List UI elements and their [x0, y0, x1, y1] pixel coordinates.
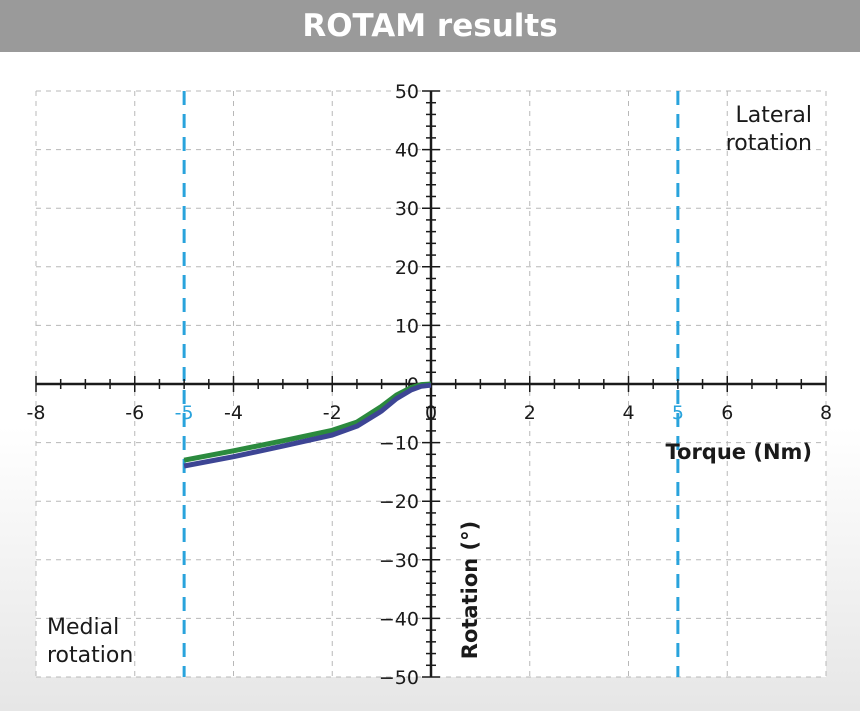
y-tick-label: 50 [395, 81, 419, 103]
x-tick-label: 8 [820, 402, 832, 424]
y-tick-label: −30 [379, 550, 419, 572]
y-tick-label: −10 [379, 433, 419, 455]
annotation-lateral-rotation: Lateral [735, 103, 812, 128]
x-tick-label: 2 [524, 402, 536, 424]
y-tick-label: 40 [395, 140, 419, 162]
y-tick-label: 20 [395, 257, 419, 279]
x-tick-label: 4 [622, 402, 634, 424]
chart-title: ROTAM results [302, 8, 558, 44]
reference-line-label: -5 [175, 402, 194, 424]
x-tick-label: -6 [125, 402, 144, 424]
x-tick-label: 0 [425, 402, 437, 424]
y-tick-label: −20 [379, 491, 419, 513]
y-tick-label: −40 [379, 608, 419, 630]
y-axis-title: Rotation (°) [458, 521, 482, 659]
x-tick-label: -4 [224, 402, 243, 424]
reference-line-label: 5 [672, 402, 684, 424]
y-tick-label: 30 [395, 198, 419, 220]
x-tick-label: -2 [323, 402, 342, 424]
annotation-lateral-rotation: rotation [726, 131, 812, 156]
y-tick-label: −50 [379, 667, 419, 689]
series-line [183, 382, 432, 469]
annotation-medial-rotation: rotation [47, 643, 133, 668]
x-tick-label: -8 [27, 402, 46, 424]
y-tick-label: 10 [395, 315, 419, 337]
title-bar: ROTAM results [0, 0, 860, 52]
x-axis-title: Torque (Nm) [665, 440, 812, 464]
x-tick-label: 6 [721, 402, 733, 424]
annotation-medial-rotation: Medial [47, 615, 119, 640]
